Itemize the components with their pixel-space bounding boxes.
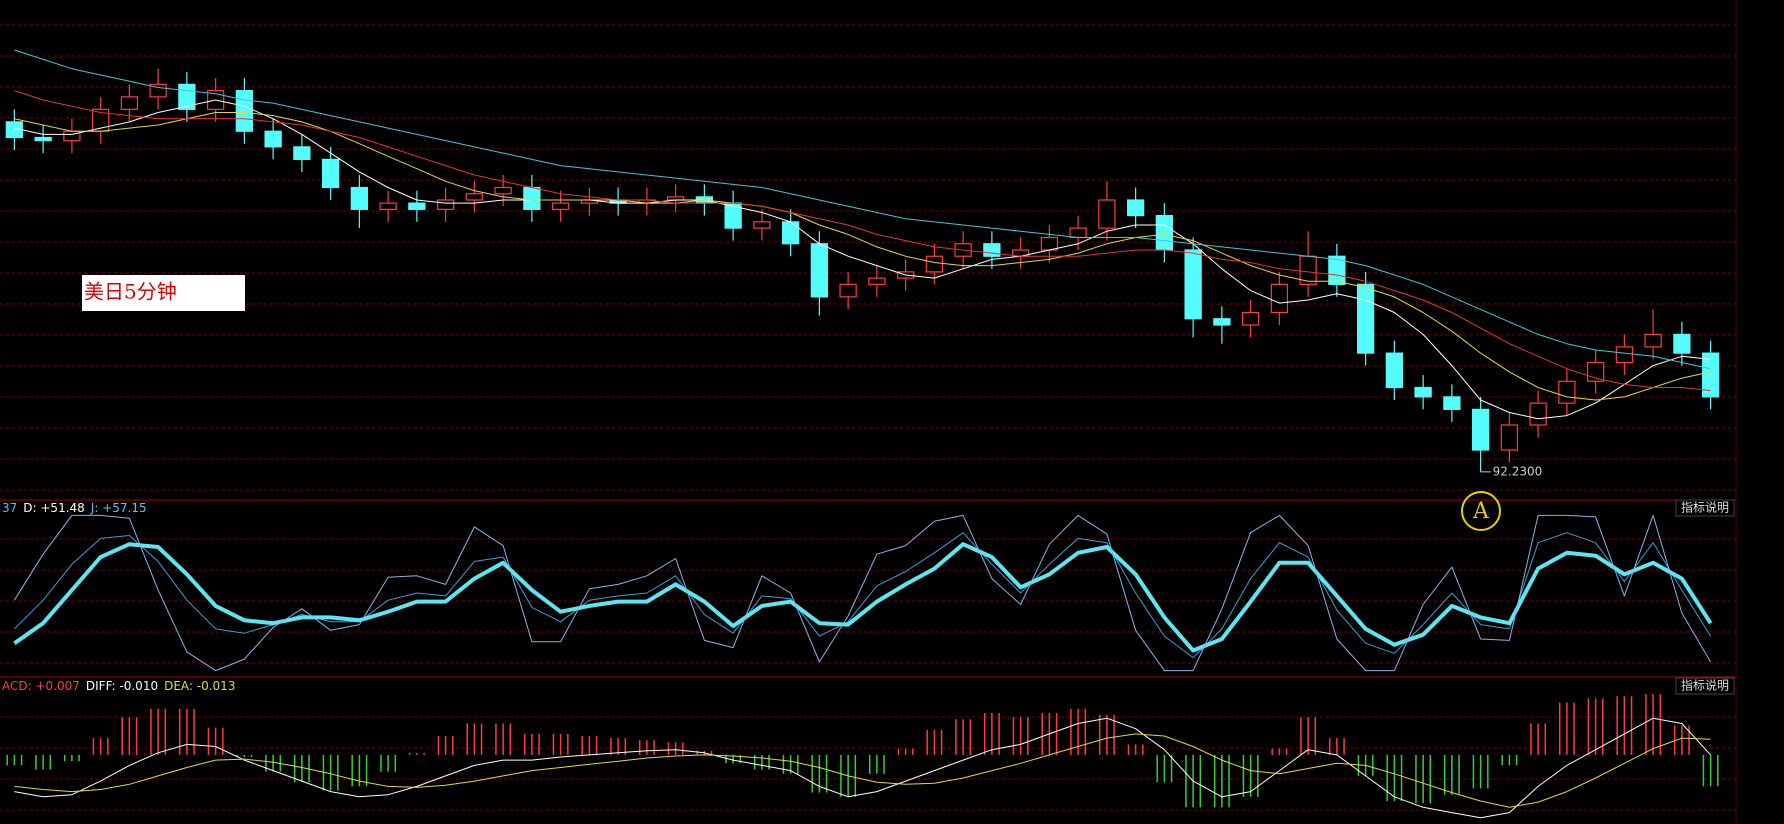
- candle-body: [1471, 408, 1490, 451]
- candle-body: [178, 83, 196, 110]
- candle-body: [350, 186, 369, 210]
- line-series: [14, 49, 1711, 370]
- button-box[interactable]: [1675, 677, 1735, 695]
- line-series: [14, 99, 1711, 420]
- candle-body: [120, 96, 139, 110]
- legend-item: ACD: +0.007: [2, 679, 80, 693]
- line-series: [14, 112, 1711, 401]
- legend-item: DEA: -0.013: [164, 679, 235, 693]
- candle-body: [1040, 236, 1059, 251]
- candle-body: [264, 130, 282, 148]
- indicator-legend: 37 D: +51.48 J: +57.15: [2, 501, 147, 515]
- legend-item: DIFF: -0.010: [86, 679, 158, 693]
- marker-circle: [1461, 491, 1501, 531]
- line-series: [13, 514, 1712, 672]
- candle-body: [1615, 346, 1634, 364]
- legend-item: D: +51.48: [23, 501, 85, 515]
- indicator-legend: ACD: +0.007 DIFF: -0.010 DEA: -0.013: [2, 679, 235, 693]
- candle-body: [1558, 380, 1576, 404]
- candle-body: [1213, 318, 1231, 326]
- candle-body: [34, 136, 52, 142]
- candle-body: [724, 202, 742, 229]
- line-series: [14, 733, 1711, 808]
- legend-item: 37: [2, 501, 17, 515]
- line-series: [14, 90, 1711, 392]
- candle-body: [63, 130, 81, 142]
- candle-body: [1328, 255, 1346, 285]
- min-label: 92.2300: [1493, 464, 1543, 478]
- candle-body: [1529, 402, 1547, 426]
- candle-body: [436, 199, 455, 210]
- candle-body: [1270, 283, 1289, 314]
- candle-body: [1500, 424, 1519, 451]
- candle-body: [1126, 199, 1145, 217]
- line-series: [14, 532, 1712, 659]
- candle-body: [551, 202, 570, 210]
- line-series: [14, 717, 1711, 819]
- title-box: [82, 275, 245, 311]
- candle-body: [494, 186, 512, 195]
- candle-body: [925, 255, 944, 273]
- candle-body: [1184, 249, 1202, 320]
- chart-title: 美日5分钟: [84, 280, 177, 304]
- candle-body: [465, 193, 484, 201]
- candle-body: [1356, 283, 1375, 354]
- candle-body: [1673, 333, 1691, 354]
- candle-body: [1098, 199, 1116, 229]
- candle-body: [408, 202, 426, 210]
- candle-body: [293, 146, 311, 160]
- candle-body: [983, 243, 1001, 257]
- candle-body: [1644, 333, 1662, 348]
- candle-body: [1414, 386, 1432, 398]
- candle-body: [1155, 215, 1174, 251]
- candle-body: [1069, 227, 1087, 239]
- candle-body: [868, 277, 886, 285]
- candle-body: [1385, 352, 1404, 389]
- candle-body: [235, 90, 254, 132]
- indicator-button[interactable]: 指标说明: [1681, 678, 1729, 693]
- candle-body: [1701, 352, 1720, 398]
- candle-body: [781, 221, 800, 245]
- button-box[interactable]: [1675, 499, 1735, 517]
- candle-body: [321, 158, 340, 189]
- candle-body: [810, 243, 829, 298]
- candle-body: [753, 221, 771, 229]
- marker-label: A: [1472, 499, 1490, 524]
- indicator-button[interactable]: 指标说明: [1681, 500, 1729, 515]
- candle-body: [1443, 396, 1461, 410]
- candle-body: [839, 283, 857, 298]
- candle-body: [1241, 311, 1260, 326]
- candle-body: [379, 202, 397, 210]
- legend-item: J: +57.15: [90, 501, 147, 515]
- candle-body: [523, 186, 541, 210]
- line-series: [13, 542, 1713, 653]
